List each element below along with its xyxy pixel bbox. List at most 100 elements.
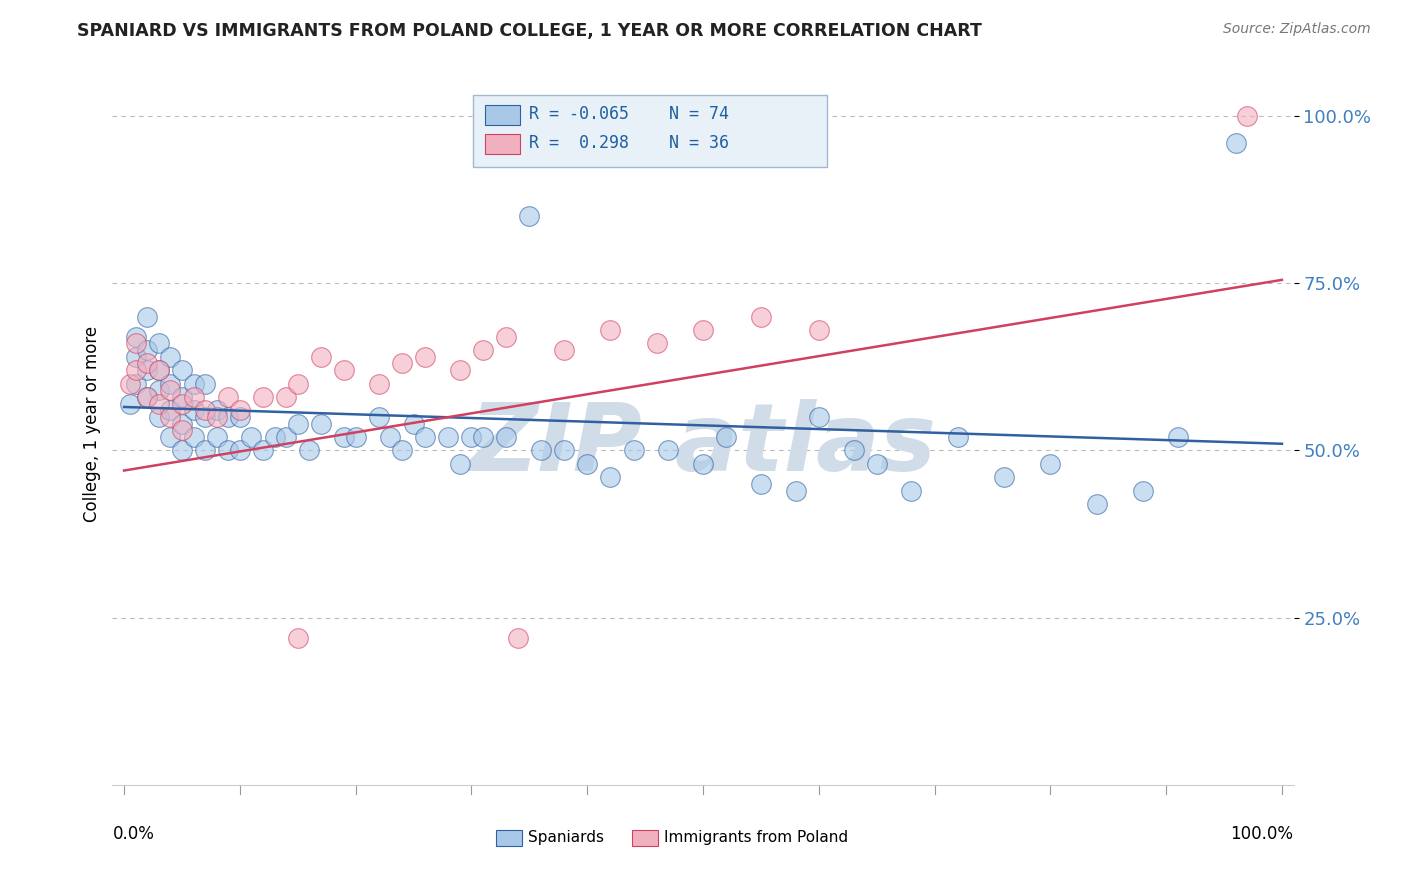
Point <box>194 403 217 417</box>
Point <box>229 403 252 417</box>
Point <box>263 430 285 444</box>
Point <box>287 631 309 645</box>
Text: Source: ZipAtlas.com: Source: ZipAtlas.com <box>1223 22 1371 37</box>
FancyBboxPatch shape <box>485 134 520 154</box>
Point <box>136 356 159 371</box>
FancyBboxPatch shape <box>633 830 658 847</box>
Point <box>391 356 413 371</box>
Point <box>287 417 309 431</box>
Point <box>900 483 922 498</box>
Point <box>148 396 170 410</box>
Point <box>136 343 159 358</box>
Point <box>553 343 575 358</box>
Point <box>333 363 356 377</box>
Point <box>298 443 321 458</box>
Point <box>506 631 529 645</box>
Point <box>124 350 146 364</box>
Point <box>136 390 159 404</box>
Y-axis label: College, 1 year or more: College, 1 year or more <box>83 326 101 522</box>
Point <box>553 443 575 458</box>
Point <box>136 310 159 324</box>
Text: Spaniards: Spaniards <box>529 830 605 846</box>
Point <box>159 410 181 425</box>
Point <box>495 330 517 344</box>
Point <box>205 403 228 417</box>
Point <box>623 443 645 458</box>
Point <box>240 430 263 444</box>
Point <box>692 457 714 471</box>
Point <box>124 330 146 344</box>
Point <box>252 390 274 404</box>
Point <box>645 336 668 351</box>
Point <box>413 430 436 444</box>
Point <box>276 430 298 444</box>
Point <box>599 470 621 484</box>
Point <box>472 343 495 358</box>
Point <box>194 443 217 458</box>
Point <box>136 390 159 404</box>
Point <box>807 410 830 425</box>
Point <box>124 363 146 377</box>
Text: SPANIARD VS IMMIGRANTS FROM POLAND COLLEGE, 1 YEAR OR MORE CORRELATION CHART: SPANIARD VS IMMIGRANTS FROM POLAND COLLE… <box>77 22 983 40</box>
Point <box>148 410 170 425</box>
Point <box>807 323 830 337</box>
Point <box>1236 109 1258 123</box>
Point <box>309 350 332 364</box>
Point <box>842 443 865 458</box>
Point <box>333 430 356 444</box>
Point <box>118 376 141 391</box>
Point <box>159 403 181 417</box>
Text: R =  0.298    N = 36: R = 0.298 N = 36 <box>530 134 730 152</box>
Point <box>183 430 205 444</box>
Point <box>344 430 367 444</box>
Point <box>714 430 737 444</box>
FancyBboxPatch shape <box>472 95 827 167</box>
Point <box>576 457 599 471</box>
Point <box>517 210 540 224</box>
Point <box>252 443 274 458</box>
Point <box>159 430 181 444</box>
Point <box>229 443 252 458</box>
Point <box>170 363 193 377</box>
Point <box>148 384 170 398</box>
Point <box>866 457 889 471</box>
Point <box>124 376 146 391</box>
Point <box>136 363 159 377</box>
Point <box>217 410 239 425</box>
Point <box>1225 136 1247 150</box>
FancyBboxPatch shape <box>485 105 520 125</box>
Point <box>159 384 181 398</box>
Point <box>287 376 309 391</box>
Point <box>946 430 969 444</box>
Point <box>1132 483 1154 498</box>
Point <box>159 376 181 391</box>
Point <box>205 430 228 444</box>
Point <box>183 376 205 391</box>
Point <box>380 430 402 444</box>
Point <box>194 376 217 391</box>
Point <box>657 443 679 458</box>
Point <box>785 483 807 498</box>
Text: 0.0%: 0.0% <box>112 825 155 843</box>
Point <box>148 363 170 377</box>
Point <box>472 430 495 444</box>
Point <box>749 310 772 324</box>
Point <box>367 376 389 391</box>
Point <box>229 410 252 425</box>
Point <box>183 390 205 404</box>
Point <box>749 476 772 491</box>
Point <box>495 430 517 444</box>
Point <box>1039 457 1062 471</box>
Point <box>599 323 621 337</box>
Point <box>124 336 146 351</box>
Point <box>148 336 170 351</box>
FancyBboxPatch shape <box>496 830 522 847</box>
Point <box>530 443 553 458</box>
Point <box>170 424 193 438</box>
Point <box>449 457 471 471</box>
Point <box>692 323 714 337</box>
Point <box>170 443 193 458</box>
Point <box>183 403 205 417</box>
Point <box>437 430 460 444</box>
Point <box>194 410 217 425</box>
